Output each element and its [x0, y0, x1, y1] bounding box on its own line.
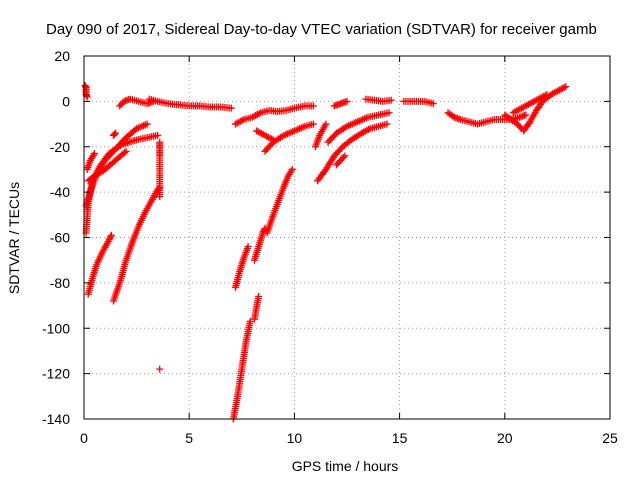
y-axis-label: SDTVAR / TECUs: [6, 182, 22, 294]
y-tick-label: -100: [42, 320, 70, 336]
data-point: [154, 131, 162, 139]
y-tick-label: 20: [54, 48, 70, 64]
series-arc-11: [156, 138, 164, 201]
data-marks: [81, 81, 570, 423]
y-tick-label: -120: [42, 366, 70, 382]
data-point: [111, 130, 119, 138]
data-point: [522, 111, 530, 119]
series-arc-15: [250, 292, 263, 323]
tick-labels: 0 5 10 15 20 25 20 0 -20 -40 -60 -80 -100 -120 -140: [42, 48, 618, 446]
series-arc-26: [362, 95, 395, 105]
data-point: [343, 97, 351, 105]
data-point: [543, 91, 551, 99]
series-arc-21: [311, 120, 330, 151]
data-point: [339, 153, 347, 161]
series-arc-27: [400, 97, 437, 108]
series-arc-24: [332, 152, 349, 169]
data-point: [429, 100, 437, 108]
series-arc-05: [84, 231, 115, 298]
data-point: [341, 152, 349, 160]
data-point: [562, 83, 570, 91]
data-point: [105, 236, 113, 244]
data-point: [143, 120, 151, 128]
axis-ticks: [83, 55, 611, 420]
grid-layer: [84, 56, 610, 419]
series-arc-25: [330, 97, 351, 110]
data-point: [255, 110, 263, 118]
data-point: [560, 83, 568, 91]
series-arc-23: [324, 109, 393, 146]
data-point: [288, 165, 296, 173]
data-point: [107, 233, 115, 241]
data-point: [322, 120, 330, 128]
y-tick-label: 0: [62, 93, 70, 109]
x-tick-label: 0: [80, 430, 88, 446]
series-arc-22: [314, 120, 391, 185]
y-tick-label: -40: [50, 184, 70, 200]
series-arc-29: [501, 111, 526, 133]
series-arc-30: [520, 83, 570, 135]
data-point: [516, 123, 524, 131]
series-arc-18: [231, 102, 317, 128]
x-tick-label: 5: [185, 430, 193, 446]
data-point: [83, 93, 91, 101]
series-arc-01: [81, 81, 91, 101]
data-point: [255, 292, 263, 300]
x-tick-label: 25: [602, 430, 618, 446]
series-arc-12: [156, 365, 164, 373]
y-tick-label: -60: [50, 230, 70, 246]
data-point: [364, 126, 372, 134]
data-point: [156, 365, 164, 373]
data-point: [107, 231, 115, 239]
y-tick-label: -20: [50, 139, 70, 155]
data-point: [383, 120, 391, 128]
series-arc-07: [109, 184, 164, 305]
series-arc-09: [116, 95, 157, 110]
series-arc-17: [263, 165, 296, 237]
data-point: [246, 317, 254, 325]
series-arc-10: [145, 95, 235, 112]
x-axis-label: GPS time / hours: [292, 458, 399, 474]
chart-title: Day 090 of 2017, Sidereal Day-to-day VTE…: [46, 21, 597, 38]
data-point: [112, 129, 120, 137]
data-point: [238, 116, 246, 124]
data-point: [106, 234, 114, 242]
x-tick-label: 10: [287, 430, 303, 446]
data-point: [385, 109, 393, 117]
series-arc-20: [261, 120, 317, 155]
data-point: [91, 150, 99, 158]
series-arc-16: [250, 224, 269, 264]
data-point: [121, 149, 129, 157]
data-point: [122, 147, 130, 155]
series-arc-13: [229, 317, 254, 423]
data-point: [244, 243, 252, 251]
x-tick-label: 15: [392, 430, 408, 446]
data-point: [309, 120, 317, 128]
series-arc-14: [231, 243, 252, 291]
data-point: [227, 104, 235, 112]
series-arc-06: [84, 147, 130, 185]
data-point: [387, 96, 395, 104]
y-tick-label: -80: [50, 275, 70, 291]
series-arc-31: [509, 91, 551, 117]
x-tick-label: 20: [497, 430, 513, 446]
data-point: [541, 91, 549, 99]
data-point: [309, 102, 317, 110]
plot-frame: [83, 55, 611, 420]
y-tick-label: -140: [42, 411, 70, 427]
series-arc-08: [109, 129, 120, 139]
series-arc-04: [83, 150, 99, 173]
data-point: [156, 193, 164, 201]
